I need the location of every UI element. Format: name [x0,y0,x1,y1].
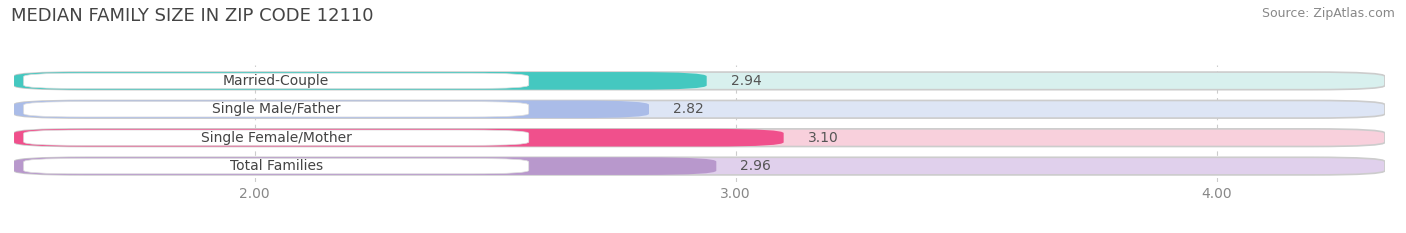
FancyBboxPatch shape [24,102,529,117]
Text: Total Families: Total Families [229,159,323,173]
Text: MEDIAN FAMILY SIZE IN ZIP CODE 12110: MEDIAN FAMILY SIZE IN ZIP CODE 12110 [11,7,374,25]
Text: Source: ZipAtlas.com: Source: ZipAtlas.com [1261,7,1395,20]
Text: Single Female/Mother: Single Female/Mother [201,131,352,145]
FancyBboxPatch shape [14,72,707,90]
FancyBboxPatch shape [14,157,1385,175]
Text: 2.94: 2.94 [731,74,762,88]
FancyBboxPatch shape [14,72,1385,90]
Text: Married-Couple: Married-Couple [224,74,329,88]
FancyBboxPatch shape [24,73,529,89]
FancyBboxPatch shape [14,100,1385,118]
FancyBboxPatch shape [14,129,783,147]
FancyBboxPatch shape [14,129,1385,147]
Text: 2.82: 2.82 [673,102,704,116]
Text: Single Male/Father: Single Male/Father [212,102,340,116]
FancyBboxPatch shape [24,158,529,174]
Text: 3.10: 3.10 [807,131,838,145]
Text: 2.96: 2.96 [741,159,772,173]
FancyBboxPatch shape [14,100,650,118]
FancyBboxPatch shape [14,157,716,175]
FancyBboxPatch shape [24,130,529,145]
